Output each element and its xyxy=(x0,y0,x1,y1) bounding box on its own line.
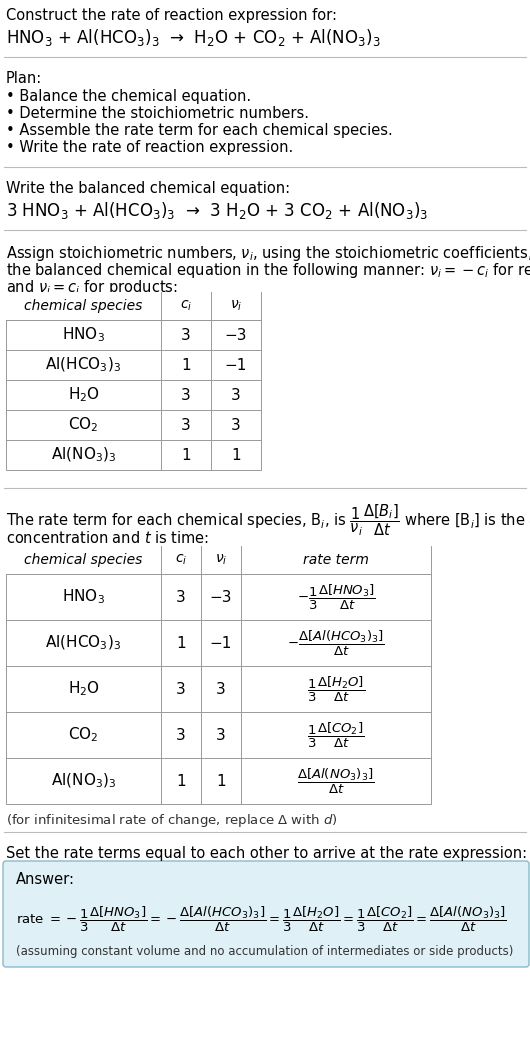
Text: Set the rate terms equal to each other to arrive at the rate expression:: Set the rate terms equal to each other t… xyxy=(6,846,527,861)
Text: 3: 3 xyxy=(181,387,191,403)
Text: rate term: rate term xyxy=(303,553,369,567)
Text: 1: 1 xyxy=(181,358,191,372)
Text: CO$_2$: CO$_2$ xyxy=(68,726,99,745)
Text: $\dfrac{\Delta[Al(NO_3)_3]}{\Delta t}$: $\dfrac{\Delta[Al(NO_3)_3]}{\Delta t}$ xyxy=(297,767,375,796)
Bar xyxy=(6,292,261,320)
Text: and $\nu_i = c_i$ for products:: and $\nu_i = c_i$ for products: xyxy=(6,278,178,297)
Text: • Balance the chemical equation.: • Balance the chemical equation. xyxy=(6,89,251,104)
Text: Answer:: Answer: xyxy=(16,872,75,887)
Text: (for infinitesimal rate of change, replace Δ with $d$): (for infinitesimal rate of change, repla… xyxy=(6,812,338,829)
Text: $\dfrac{1}{3}\dfrac{\Delta[H_2O]}{\Delta t}$: $\dfrac{1}{3}\dfrac{\Delta[H_2O]}{\Delta… xyxy=(307,675,365,704)
Text: 1: 1 xyxy=(231,448,241,462)
Text: chemical species: chemical species xyxy=(24,299,143,313)
Text: The rate term for each chemical species, B$_i$, is $\dfrac{1}{\nu_i}\dfrac{\Delt: The rate term for each chemical species,… xyxy=(6,502,530,538)
Text: rate $= -\dfrac{1}{3}\dfrac{\Delta[HNO_3]}{\Delta t} = -\dfrac{\Delta[Al(HCO_3)_: rate $= -\dfrac{1}{3}\dfrac{\Delta[HNO_3… xyxy=(16,905,507,934)
Text: Al(NO$_3$)$_3$: Al(NO$_3$)$_3$ xyxy=(51,446,116,464)
Text: $-\dfrac{1}{3}\dfrac{\Delta[HNO_3]}{\Delta t}$: $-\dfrac{1}{3}\dfrac{\Delta[HNO_3]}{\Del… xyxy=(297,583,375,612)
Text: $\dfrac{1}{3}\dfrac{\Delta[CO_2]}{\Delta t}$: $\dfrac{1}{3}\dfrac{\Delta[CO_2]}{\Delta… xyxy=(307,721,365,750)
Text: Al(HCO$_3$)$_3$: Al(HCO$_3$)$_3$ xyxy=(46,356,121,374)
Text: Plan:: Plan: xyxy=(6,71,42,86)
Text: 3: 3 xyxy=(176,728,186,743)
Text: Al(NO$_3$)$_3$: Al(NO$_3$)$_3$ xyxy=(51,772,116,790)
Text: CO$_2$: CO$_2$ xyxy=(68,415,99,434)
Text: Write the balanced chemical equation:: Write the balanced chemical equation: xyxy=(6,181,290,196)
Text: chemical species: chemical species xyxy=(24,553,143,567)
Text: −3: −3 xyxy=(225,327,248,342)
Text: −3: −3 xyxy=(210,590,232,605)
Bar xyxy=(6,292,261,470)
Text: 3: 3 xyxy=(216,682,226,697)
Text: 3: 3 xyxy=(176,590,186,605)
Text: $\nu_i$: $\nu_i$ xyxy=(215,552,227,567)
Text: • Write the rate of reaction expression.: • Write the rate of reaction expression. xyxy=(6,140,293,155)
Text: H$_2$O: H$_2$O xyxy=(67,386,100,405)
Text: the balanced chemical equation in the following manner: $\nu_i = -c_i$ for react: the balanced chemical equation in the fo… xyxy=(6,262,530,280)
Text: $c_i$: $c_i$ xyxy=(175,552,187,567)
Text: 3: 3 xyxy=(181,417,191,432)
Text: 3 HNO$_3$ + Al(HCO$_3$)$_3$  →  3 H$_2$O + 3 CO$_2$ + Al(NO$_3$)$_3$: 3 HNO$_3$ + Al(HCO$_3$)$_3$ → 3 H$_2$O +… xyxy=(6,200,428,221)
Text: $c_i$: $c_i$ xyxy=(180,299,192,313)
Bar xyxy=(6,546,431,574)
Text: Al(HCO$_3$)$_3$: Al(HCO$_3$)$_3$ xyxy=(46,634,121,653)
Text: 1: 1 xyxy=(176,636,186,651)
Text: HNO$_3$ + Al(HCO$_3$)$_3$  →  H$_2$O + CO$_2$ + Al(NO$_3$)$_3$: HNO$_3$ + Al(HCO$_3$)$_3$ → H$_2$O + CO$… xyxy=(6,27,381,48)
Text: 1: 1 xyxy=(176,773,186,789)
FancyBboxPatch shape xyxy=(3,861,529,967)
Text: concentration and $t$ is time:: concentration and $t$ is time: xyxy=(6,530,209,546)
Text: $\nu_i$: $\nu_i$ xyxy=(230,299,242,313)
Text: (assuming constant volume and no accumulation of intermediates or side products): (assuming constant volume and no accumul… xyxy=(16,946,514,958)
Text: −1: −1 xyxy=(225,358,247,372)
Text: 3: 3 xyxy=(231,387,241,403)
Text: 3: 3 xyxy=(216,728,226,743)
Text: • Determine the stoichiometric numbers.: • Determine the stoichiometric numbers. xyxy=(6,106,309,121)
Text: 3: 3 xyxy=(181,327,191,342)
Text: H$_2$O: H$_2$O xyxy=(67,680,100,699)
Text: Assign stoichiometric numbers, $\nu_i$, using the stoichiometric coefficients, $: Assign stoichiometric numbers, $\nu_i$, … xyxy=(6,244,530,263)
Text: 1: 1 xyxy=(216,773,226,789)
Text: 1: 1 xyxy=(181,448,191,462)
Text: Construct the rate of reaction expression for:: Construct the rate of reaction expressio… xyxy=(6,8,337,23)
Text: −1: −1 xyxy=(210,636,232,651)
Text: HNO$_3$: HNO$_3$ xyxy=(62,588,105,607)
Text: HNO$_3$: HNO$_3$ xyxy=(62,325,105,344)
Bar xyxy=(6,546,431,804)
Text: 3: 3 xyxy=(176,682,186,697)
Text: • Assemble the rate term for each chemical species.: • Assemble the rate term for each chemic… xyxy=(6,123,393,138)
Text: 3: 3 xyxy=(231,417,241,432)
Text: $-\dfrac{\Delta[Al(HCO_3)_3]}{\Delta t}$: $-\dfrac{\Delta[Al(HCO_3)_3]}{\Delta t}$ xyxy=(287,629,385,658)
